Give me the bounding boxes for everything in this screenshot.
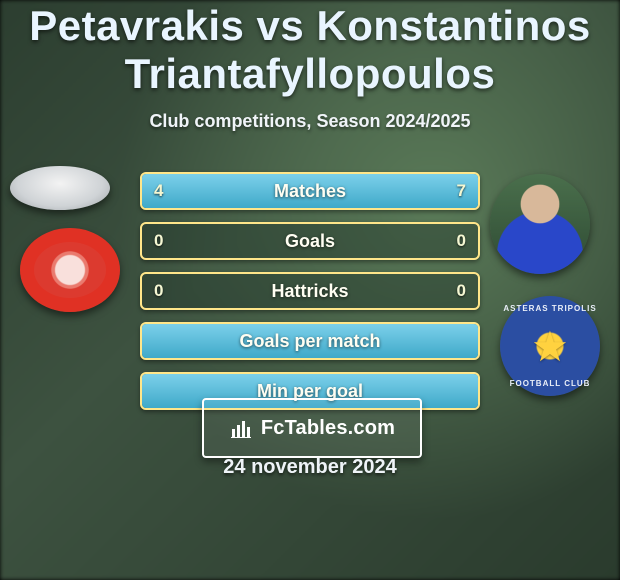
bar-chart-icon: [229, 416, 253, 440]
watermark: FcTables.com: [202, 398, 422, 458]
stat-label: Matches: [142, 174, 478, 208]
page-subtitle: Club competitions, Season 2024/2025: [0, 111, 620, 132]
page-title: Petavrakis vs Konstantinos Triantafyllop…: [0, 0, 620, 99]
player1-photo: [10, 166, 110, 210]
stat-row: 0 Hattricks 0: [140, 272, 480, 310]
stat-row: Goals per match: [140, 322, 480, 360]
player2-photo: [490, 174, 590, 274]
player1-club-crest: [20, 228, 120, 312]
stat-row: 4 Matches 7: [140, 172, 480, 210]
stat-row: 0 Goals 0: [140, 222, 480, 260]
stat-value-right: 0: [457, 274, 466, 308]
stat-value-right: 0: [457, 224, 466, 258]
player2-club-text-bottom: FOOTBALL CLUB: [500, 379, 600, 388]
stat-label: Hattricks: [142, 274, 478, 308]
stat-rows: 4 Matches 7 0 Goals 0 0 Hattricks 0 Goal…: [140, 172, 480, 422]
watermark-text: FcTables.com: [261, 417, 395, 440]
stat-label: Goals per match: [142, 324, 478, 358]
player2-club-crest: ASTERAS TRIPOLIS FOOTBALL CLUB: [500, 296, 600, 396]
datestamp: 24 november 2024: [0, 456, 620, 479]
stat-value-right: 7: [457, 174, 466, 208]
player2-club-text-top: ASTERAS TRIPOLIS: [500, 304, 600, 313]
stat-label: Goals: [142, 224, 478, 258]
